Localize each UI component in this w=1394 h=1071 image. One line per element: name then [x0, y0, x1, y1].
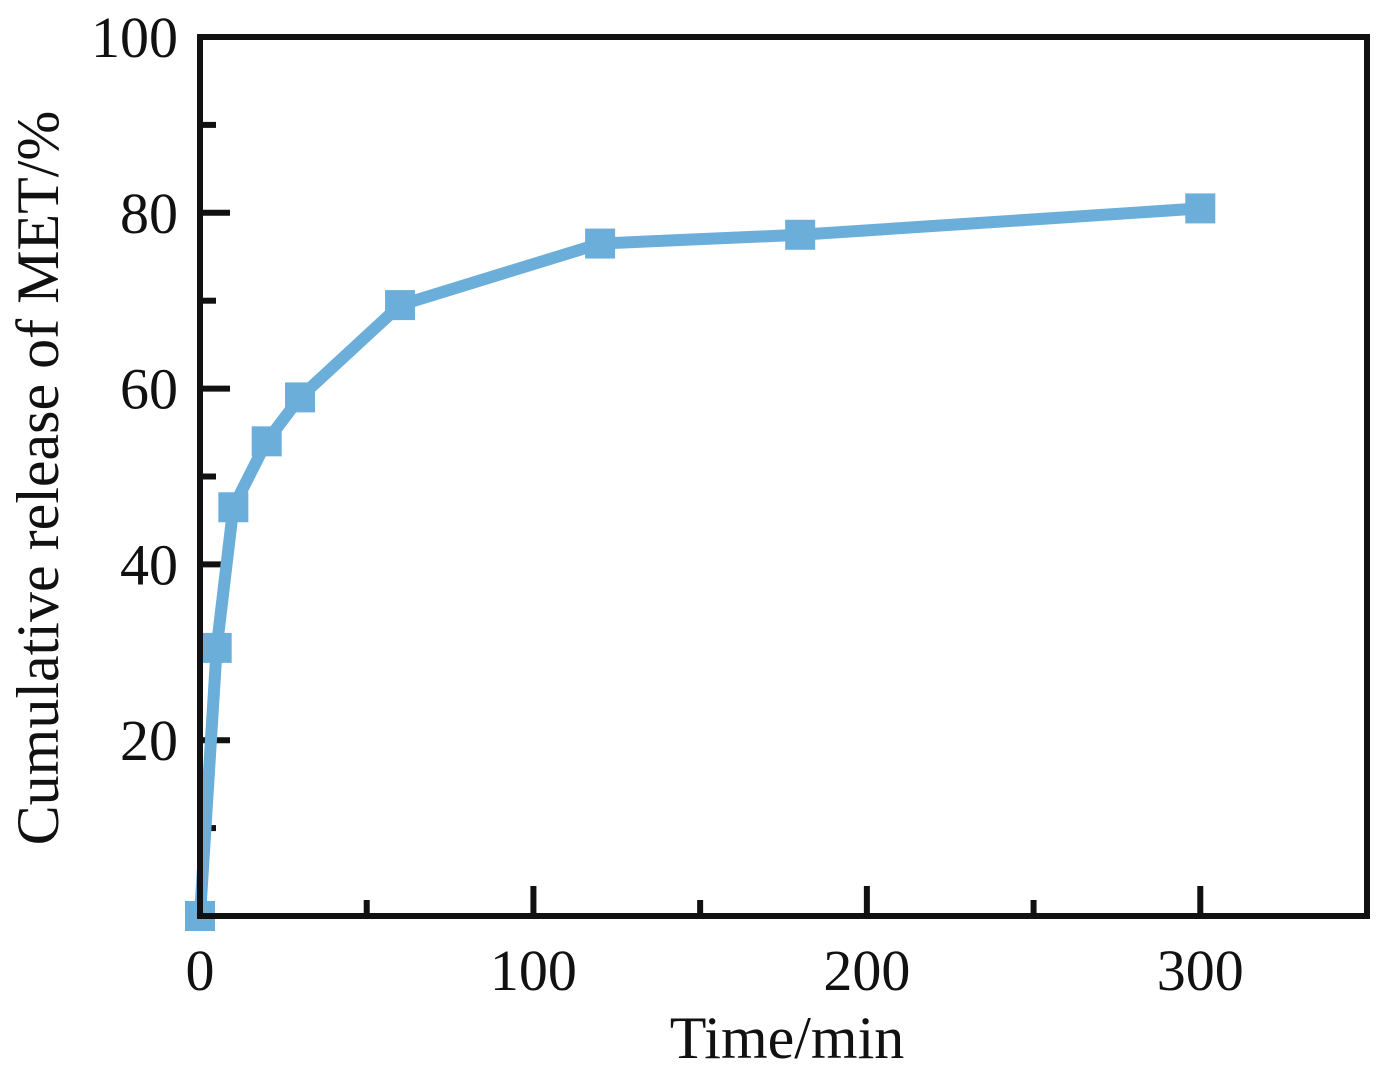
y-tick-label: 20: [120, 708, 178, 773]
x-tick-label: 0: [186, 938, 215, 1003]
data-point: [385, 290, 416, 321]
data-point: [785, 219, 816, 250]
y-tick-label: 100: [91, 5, 178, 70]
x-tick-label: 200: [823, 938, 910, 1003]
data-point: [285, 382, 316, 413]
x-tick-label: 100: [490, 938, 577, 1003]
data-point: [1185, 193, 1216, 224]
data-point: [585, 228, 616, 259]
y-tick-label: 80: [120, 181, 178, 246]
labels-layer: 0 100 200 300 20 40 60 80 100: [91, 5, 1244, 1003]
x-axis-title: Time/min: [670, 1005, 905, 1071]
y-axis-title: Cumulative release of MET/%: [5, 111, 71, 846]
data-point: [251, 426, 282, 457]
data-point: [201, 632, 232, 663]
y-tick-label: 60: [120, 357, 178, 422]
plot-frame: [197, 34, 1370, 919]
series-layer: [185, 193, 1216, 931]
x-tick-label: 300: [1157, 938, 1244, 1003]
y-tick-label: 40: [120, 532, 178, 597]
series-line: [194, 202, 1207, 922]
data-point: [218, 492, 249, 523]
